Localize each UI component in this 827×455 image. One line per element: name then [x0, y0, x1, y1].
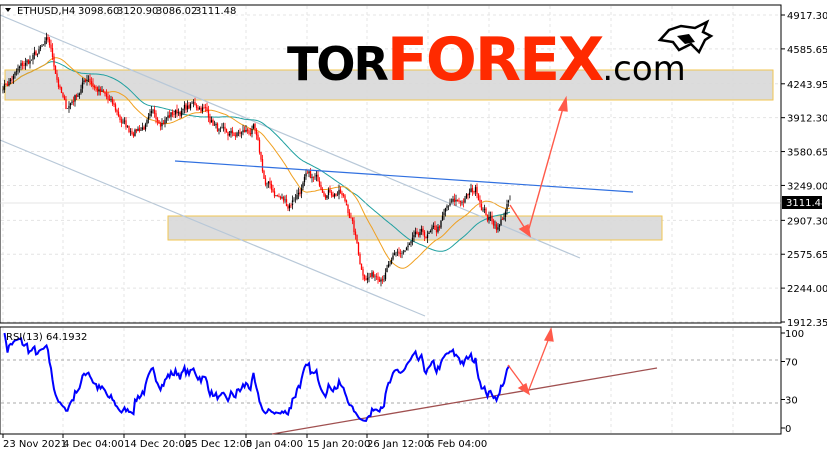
rsi-trend-line [271, 367, 658, 435]
price-axis: 4917.30 4585.65 4243.95 3912.30 3580.65 3249.… [781, 11, 827, 329]
price-tick-label: 4243.95 [787, 80, 827, 91]
price-tick-label: 2244.00 [787, 284, 827, 295]
current-price-marker [782, 196, 822, 209]
rsi-title: RSI(13) 64.1932 [6, 332, 87, 343]
channel-lower-line [0, 139, 426, 317]
rsi-line [3, 332, 511, 422]
price-tick-label: 1912.35 [787, 318, 827, 329]
price-tick-label: 3580.65 [787, 148, 827, 159]
chart-header: ETHUSD,H4 3098.60 3120.90 3086.02 3111.4… [5, 6, 236, 17]
rsi-tick-label: 0 [785, 424, 791, 435]
close-value: 3111.48 [195, 6, 236, 17]
support-zone [167, 215, 663, 241]
main-panel-border [0, 4, 782, 324]
rsi-panel-border [0, 326, 782, 435]
time-tick-label: 5 Jan 04:00 [246, 439, 303, 450]
low-value: 3086.02 [156, 6, 197, 17]
time-tick-label: 4 Dec 04:00 [63, 439, 124, 450]
ma-slow-line [2, 61, 511, 252]
time-tick-label: 6 Feb 04:00 [428, 439, 487, 450]
rsi-tick-label: 100 [785, 329, 804, 340]
time-tick-label: 15 Jan 20:00 [307, 439, 370, 450]
price-tick-label: 2907.30 [787, 216, 827, 227]
price-tick-label: 2575.65 [787, 250, 827, 261]
price-tick-label: 3912.30 [787, 114, 827, 125]
candles [2, 32, 511, 287]
high-value: 3120.90 [117, 6, 158, 17]
rsi-tick-label: 30 [785, 396, 798, 407]
current-price-label: 3111.48 [786, 198, 827, 209]
bull-logo-icon [657, 19, 714, 55]
price-tick-label: 3249.00 [787, 181, 827, 192]
rsi-tick-label: 70 [785, 358, 798, 369]
trend-line [174, 160, 634, 193]
symbol-label: ETHUSD,H4 [17, 6, 75, 17]
time-tick-label: 23 Nov 2021 [3, 439, 67, 450]
time-tick-label: 26 Jan 12:00 [367, 439, 430, 450]
resistance-zone [4, 69, 774, 101]
price-tick-label: 4585.65 [787, 45, 827, 56]
collapse-triangle-icon [5, 8, 11, 12]
forecast-arrow [509, 95, 568, 238]
rsi-forecast-arrow [507, 327, 554, 396]
time-tick-label: 25 Dec 12:00 [185, 439, 252, 450]
time-tick-label: 14 Dec 20:00 [124, 439, 191, 450]
channel-upper-line [0, 14, 581, 259]
torforex-logo: TORFOREX.com [287, 25, 686, 95]
rsi-axis: 100 70 30 0 [781, 329, 804, 435]
open-value: 3098.60 [78, 6, 119, 17]
price-tick-label: 4917.30 [787, 11, 827, 22]
